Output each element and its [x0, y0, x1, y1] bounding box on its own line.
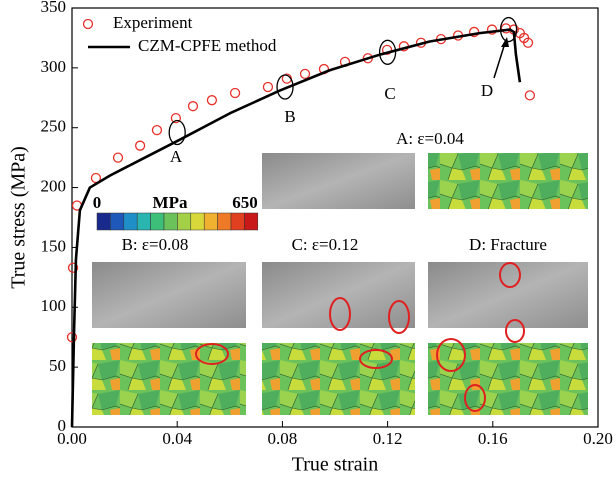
insets: 0 MPa 650 A: ε=0.04 B: ε=0.08 C: ε=0.12 D: Fr…	[92, 129, 588, 415]
annotation-ring	[499, 16, 518, 43]
data-point	[299, 68, 311, 79]
annotation-ring	[276, 74, 294, 100]
colorbar-swatch	[123, 212, 138, 231]
annotation-label: C	[384, 84, 395, 103]
legend-label: CZM-CPFE method	[138, 36, 277, 55]
image	[262, 153, 415, 209]
colorbar-label: MPa	[153, 193, 188, 212]
legend-label: Experiment	[113, 13, 193, 32]
data-point	[187, 101, 199, 112]
x-tick-label: 0.16	[478, 429, 508, 448]
x-tick-label: 0.12	[373, 429, 403, 448]
plot: Experiment CZM-CPFE method A B C D	[66, 13, 536, 428]
x-tick-label: 0.08	[268, 429, 298, 448]
legend-marker	[82, 18, 94, 30]
annotation-label: A	[170, 147, 183, 166]
image	[262, 343, 415, 415]
colorbar-swatch	[177, 212, 192, 231]
y-tick-label: 300	[41, 57, 67, 76]
colorbar-swatch	[230, 212, 245, 231]
colorbar-swatch	[136, 212, 151, 231]
annotation-arrowhead	[501, 37, 509, 47]
data-point	[262, 81, 274, 93]
annotation-ring	[378, 39, 397, 65]
data-point	[67, 262, 79, 273]
x-axis-label: True strain	[292, 454, 378, 476]
image	[92, 343, 246, 415]
colorbar-label: 650	[232, 193, 258, 212]
plot-frame	[71, 7, 599, 428]
highlights	[195, 262, 525, 412]
inset-label: A: ε=0.04	[396, 129, 464, 148]
colorbar-swatch	[163, 212, 178, 231]
colorbar: 0 MPa 650	[93, 193, 259, 231]
annotation-label: D	[481, 81, 493, 100]
y-tick-label: 0	[58, 416, 67, 435]
data-point	[229, 87, 241, 99]
image	[428, 153, 588, 209]
y-tick-label: 150	[41, 236, 67, 255]
colorbar-swatch	[244, 212, 259, 231]
y-tick-label: 350	[41, 0, 67, 16]
data-line	[70, 28, 522, 428]
colorbar-swatch	[110, 212, 125, 231]
annotation-label: B	[284, 107, 295, 126]
image	[428, 262, 588, 328]
x-tick-label: 0.20	[583, 429, 613, 448]
data-point	[486, 24, 498, 35]
inset-label: B: ε=0.08	[122, 235, 189, 254]
x-tick-label: 0.00	[57, 429, 87, 448]
data-point	[112, 152, 124, 163]
y-tick-label: 200	[41, 176, 67, 195]
y-tick-label: 250	[41, 117, 67, 136]
data-point	[170, 112, 182, 124]
data-point	[468, 26, 480, 38]
colorbar-swatch	[150, 212, 165, 231]
data-point	[522, 37, 534, 48]
inset-label: D: Fracture	[469, 235, 547, 254]
inset-label: C: ε=0.12	[292, 235, 359, 254]
annotation-ring	[168, 119, 186, 146]
data-point	[66, 332, 78, 343]
data-point	[134, 140, 146, 151]
data-point	[500, 23, 512, 34]
data-point	[524, 90, 536, 101]
colorbar-swatch	[96, 212, 111, 231]
data-point	[151, 124, 163, 136]
image	[92, 262, 246, 328]
y-axis-label: True stress (MPa)	[8, 146, 30, 289]
colorbar-swatch	[217, 212, 232, 231]
image	[262, 262, 415, 328]
colorbar-swatch	[190, 212, 205, 231]
y-tick-label: 50	[49, 356, 66, 375]
y-tick-label: 100	[41, 296, 67, 315]
image	[428, 343, 588, 415]
colorbar-label: 0	[93, 193, 102, 212]
axes: 0.00 0.04 0.08 0.12 0.16 0.20 0 50 100 150 200 250 3…	[8, 0, 613, 476]
colorbar-swatch	[203, 212, 218, 231]
data-point	[381, 44, 393, 56]
annotation-arrow	[493, 42, 506, 79]
data-point	[206, 95, 218, 106]
x-tick-label: 0.04	[162, 429, 192, 448]
